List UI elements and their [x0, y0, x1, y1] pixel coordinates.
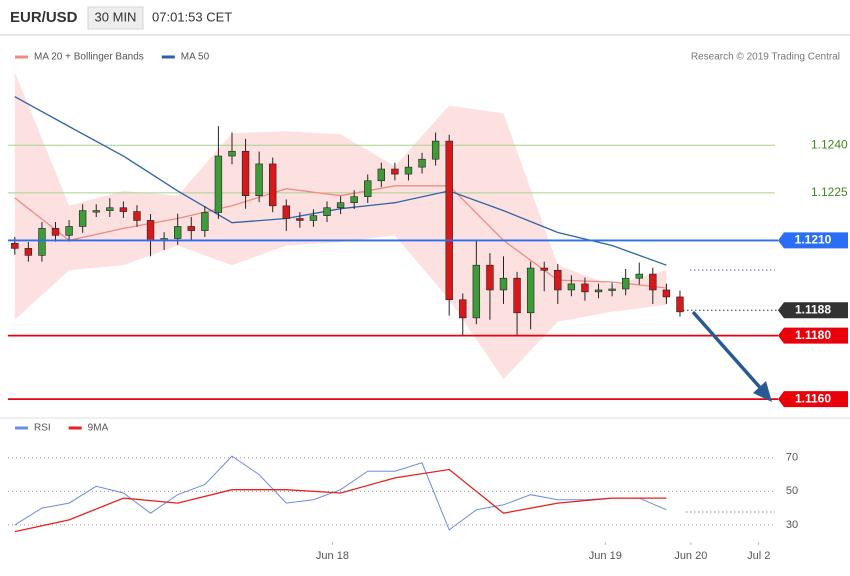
candle-body	[269, 163, 277, 207]
candle-body	[173, 226, 182, 239]
x-tick-label: Jun 19	[589, 550, 622, 562]
candle-body	[106, 207, 114, 211]
candle-body	[323, 207, 331, 216]
candle-body	[350, 196, 358, 203]
symbol: EUR/USD	[10, 9, 78, 26]
candle-body	[377, 168, 386, 182]
level-box	[778, 327, 848, 344]
rsi-line	[14, 468, 667, 533]
candle-body	[201, 212, 209, 231]
legend-label: MA 20 + Bollinger Bands	[34, 52, 144, 63]
forecast-arrow	[691, 310, 772, 402]
legend-label: RSI	[34, 423, 51, 434]
candle-body	[391, 168, 399, 175]
candle-body	[214, 155, 223, 213]
candle-body	[418, 158, 426, 168]
candle-body	[526, 267, 535, 314]
candle-layer	[11, 126, 684, 336]
candle-body	[133, 211, 141, 221]
candle-body	[431, 140, 440, 160]
candle-body	[296, 218, 304, 221]
candle-body	[486, 264, 494, 291]
candle-body	[38, 228, 46, 256]
candle-body	[51, 228, 60, 236]
candle-body	[540, 267, 548, 271]
candle-body	[581, 283, 589, 293]
candle-body	[513, 277, 521, 314]
rsi-line	[14, 455, 667, 531]
x-tick-label: Jul 2	[747, 550, 770, 562]
y-tick-label: 1.1225	[811, 185, 848, 199]
candle-body	[554, 269, 562, 291]
candle-body	[24, 248, 33, 256]
candle-body	[594, 289, 603, 293]
candle-body	[676, 296, 684, 313]
grid-layer	[8, 144, 775, 545]
candle-body	[309, 215, 318, 221]
candle-body	[608, 288, 616, 291]
x-tick-label: Jun 20	[674, 550, 707, 562]
candle-body	[65, 226, 73, 236]
level-label: 1.1188	[795, 302, 831, 316]
candle-body	[472, 264, 481, 319]
y-tick-label: 70	[786, 452, 798, 464]
candle-body	[146, 220, 155, 241]
level-box	[778, 391, 848, 408]
candle-body	[567, 283, 576, 291]
credit: Research © 2019 Trading Central	[691, 52, 840, 63]
x-tick-label: Jun 18	[316, 550, 349, 562]
time: 07:01:53 CET	[152, 9, 232, 24]
candle-body	[282, 205, 290, 219]
level-box	[778, 302, 848, 319]
candle-body	[119, 207, 128, 212]
candle-body	[649, 273, 657, 291]
arrow-shaft	[691, 310, 766, 394]
interval-box	[87, 6, 144, 30]
candle-body	[445, 140, 453, 301]
candle-body	[635, 273, 643, 279]
candle-body	[404, 166, 413, 175]
candle-body	[78, 210, 87, 227]
level-label: 1.1180	[795, 328, 831, 342]
candle-body	[364, 180, 372, 197]
candle-body	[459, 299, 467, 319]
candle-body	[92, 210, 100, 213]
candle-body	[499, 277, 508, 291]
level-box	[778, 232, 848, 249]
candle-body	[187, 226, 195, 231]
candle-body	[662, 289, 671, 298]
y-tick-label: 30	[786, 519, 798, 531]
candle-body	[621, 277, 630, 290]
legend-label: MA 50	[181, 52, 210, 63]
candle-body	[255, 163, 263, 196]
y-tick-label: 50	[786, 485, 798, 497]
level-layer: 1.1210 1.1188 1.1180 1.1160	[8, 232, 848, 408]
candle-body	[11, 242, 19, 249]
y-tick-label: 1.1240	[811, 137, 848, 151]
arrow-head	[753, 381, 772, 402]
candle-body	[228, 150, 236, 157]
interval: 30 MIN	[95, 9, 137, 24]
legend-label: 9MA	[88, 423, 109, 434]
level-label: 1.1160	[795, 391, 831, 405]
level-label: 1.1210	[795, 233, 832, 247]
candle-body	[336, 202, 345, 209]
candle-body	[241, 150, 250, 196]
